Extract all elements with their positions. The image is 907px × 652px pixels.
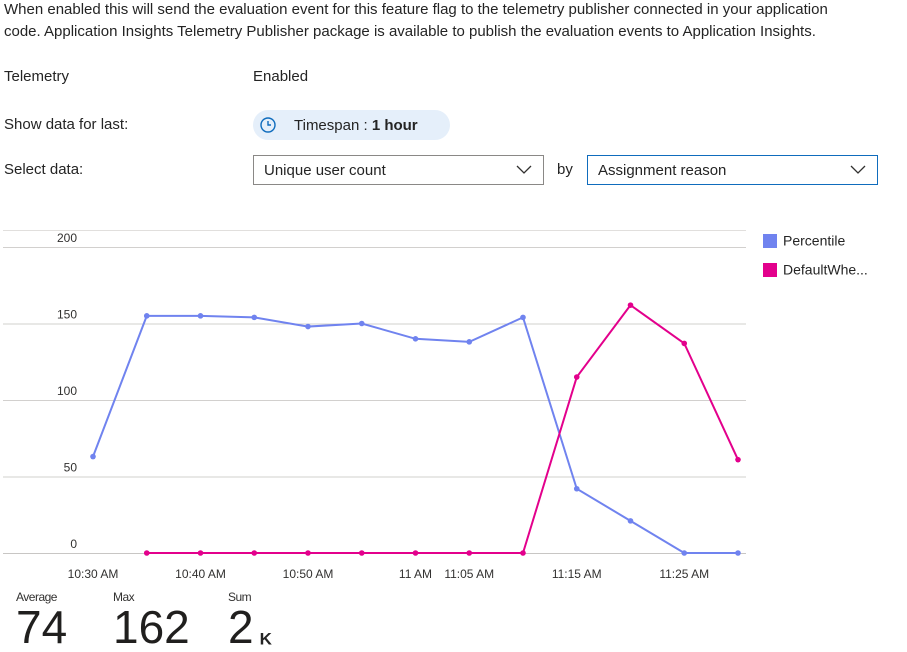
y-tick-label: 0 — [70, 537, 77, 551]
metric-dropdown[interactable]: Unique user count — [253, 155, 544, 185]
x-tick-label: 11:15 AM — [552, 567, 602, 581]
data-point — [90, 453, 96, 460]
y-tick-label: 150 — [57, 308, 77, 322]
x-tick-label: 10:40 AM — [175, 567, 226, 581]
dropdown-text: Assignment reason — [598, 162, 726, 179]
data-point — [143, 313, 150, 319]
data-point — [627, 302, 634, 308]
summary-value: 162 — [113, 601, 190, 652]
summary-label: Sum — [228, 590, 252, 604]
pill-prefix: Timespan : — [294, 117, 372, 134]
data-point — [681, 550, 688, 556]
data-point — [466, 550, 473, 556]
description-line: code. Application Insights Telemetry Pub… — [4, 23, 816, 40]
data-point — [681, 340, 688, 347]
clock-hand — [267, 121, 271, 126]
data-point — [520, 314, 526, 321]
data-point — [735, 550, 741, 556]
field-value: Enabled — [253, 68, 308, 85]
series-line — [146, 303, 739, 554]
legend-label: Percentile — [783, 233, 845, 249]
data-point — [358, 550, 365, 556]
summary-unit: K — [260, 629, 273, 648]
summary-label: Max — [113, 590, 135, 604]
data-point — [466, 339, 473, 345]
pill-bg — [253, 110, 450, 140]
data-point — [251, 314, 258, 321]
y-tick-label: 100 — [57, 384, 77, 398]
data-point — [358, 320, 365, 327]
chart: 0 50 100 150 200 10:30 AM 10:40 AM 10:50 AM 11 A… — [3, 231, 868, 581]
dropdown-text: Unique user count — [264, 162, 387, 179]
data-point — [305, 550, 311, 556]
dropdown-box — [587, 155, 878, 185]
data-point — [573, 485, 580, 492]
data-point — [573, 374, 580, 380]
summary-value: 74 — [16, 601, 67, 652]
y-tick-label: 200 — [57, 231, 77, 245]
data-point — [305, 323, 311, 330]
data-point — [412, 550, 419, 556]
pill-value: 1 hour — [372, 117, 418, 134]
field-label: Select data: — [4, 161, 83, 178]
legend-label: DefaultWhe... — [783, 262, 868, 278]
x-tick-label: 10:30 AM — [68, 567, 119, 581]
field-label: Telemetry — [4, 68, 70, 85]
summary-label: Average — [16, 590, 58, 604]
clock-icon — [260, 117, 276, 133]
data-point — [735, 456, 741, 463]
legend-swatch — [763, 234, 777, 248]
pill-text: Timespan : 1 hour — [294, 117, 418, 134]
by-label: by — [557, 161, 573, 178]
data-point — [197, 313, 204, 319]
x-tick-label: 11 AM — [399, 567, 432, 581]
data-point — [627, 518, 634, 524]
x-tick-label: 11:25 AM — [659, 567, 709, 581]
data-point — [520, 550, 526, 556]
x-tick-label: 10:50 AM — [283, 567, 334, 581]
chevron — [516, 165, 532, 174]
data-point — [197, 550, 204, 556]
data-point — [251, 550, 258, 556]
description-line: When enabled this will send the evaluati… — [4, 1, 828, 18]
legend-swatch — [763, 263, 777, 277]
group-dropdown[interactable]: Assignment reason — [587, 155, 878, 185]
data-point — [412, 336, 419, 342]
y-tick-label: 50 — [64, 461, 78, 475]
data-point — [143, 550, 150, 556]
field-label: Show data for last: — [4, 116, 128, 133]
summary-value: 2 — [228, 601, 254, 652]
dropdown-box — [253, 155, 544, 185]
chevron — [850, 165, 866, 174]
x-tick-label: 11:05 AM — [444, 567, 494, 581]
series-line — [92, 314, 738, 554]
timespan-pill[interactable]: Timespan : 1 hour — [253, 110, 450, 140]
